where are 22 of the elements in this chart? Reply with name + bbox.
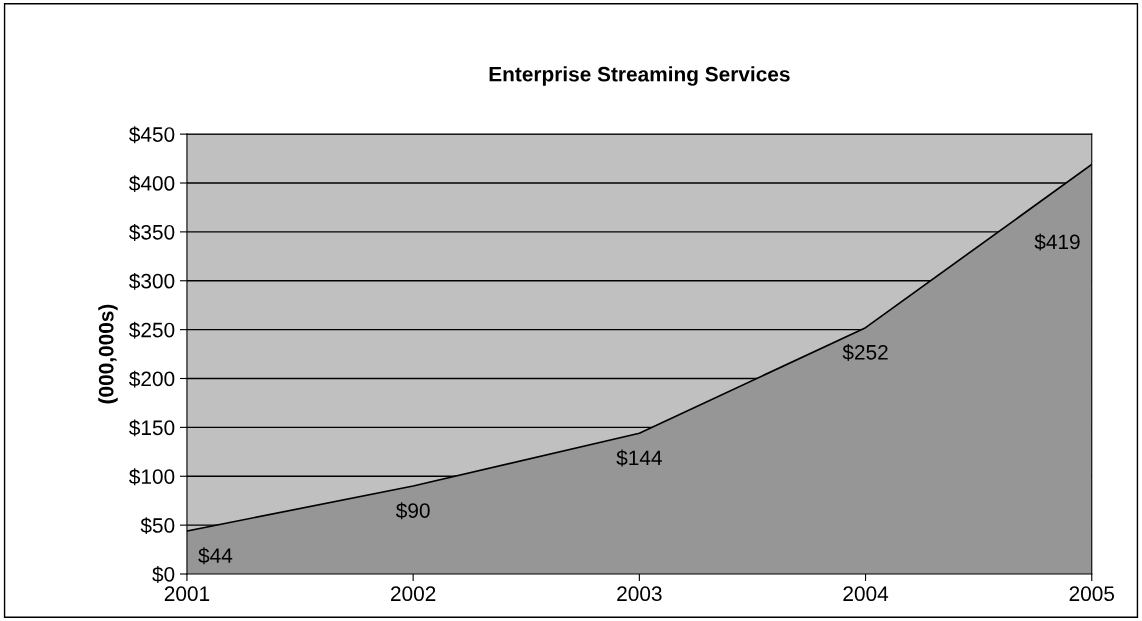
y-tick-label: $200 — [129, 370, 175, 388]
x-tick-label: 2002 — [391, 586, 436, 602]
y-tick-label: $0 — [152, 566, 175, 583]
y-axis-title: (000,000s) — [98, 304, 118, 404]
y-tick-label: $100 — [129, 468, 175, 486]
text: $90 — [395, 502, 430, 520]
text: $44 — [198, 547, 233, 565]
y-tick-label: $50 — [140, 517, 175, 535]
y-tick-label: $450 — [129, 126, 175, 144]
chart-title: Enterprise Streaming Services — [489, 66, 790, 86]
y-tick-label: $350 — [129, 224, 175, 241]
x-tick-label: 2004 — [843, 586, 889, 602]
y-tick-label: $300 — [129, 272, 175, 290]
text: $419 — [1034, 233, 1080, 251]
y-tick-label: $250 — [129, 321, 175, 339]
x-tick-label: 2001 — [164, 586, 210, 602]
x-tick-label: 2005 — [1069, 586, 1115, 602]
y-tick-label: $400 — [129, 175, 175, 192]
text: $252 — [842, 344, 888, 361]
y-tick-label: $150 — [129, 419, 175, 437]
text: $144 — [616, 449, 662, 467]
x-tick-label: 2003 — [617, 586, 662, 602]
